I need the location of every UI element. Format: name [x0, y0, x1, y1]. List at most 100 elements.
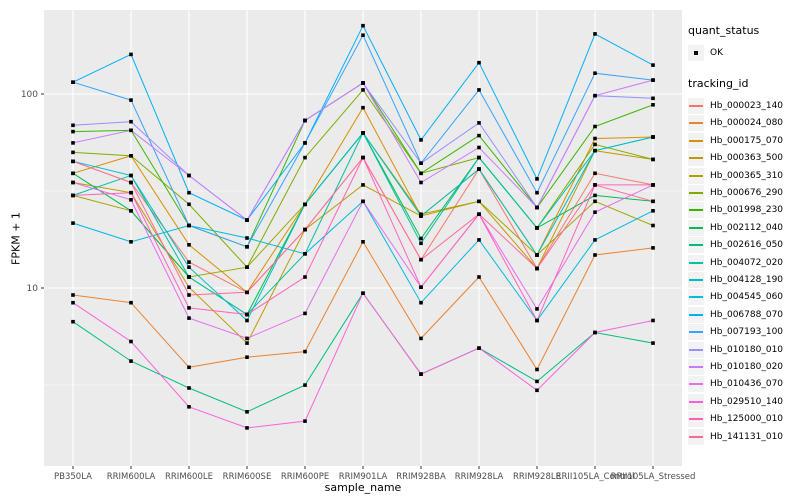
data-point [651, 78, 655, 82]
legend-item-Hb_125000_010: Hb_125000_010 [688, 410, 800, 428]
data-point [361, 155, 365, 160]
data-point [651, 135, 655, 139]
data-point [361, 183, 365, 187]
legend-key-swatch [688, 393, 704, 410]
data-point [361, 81, 365, 85]
data-point [71, 141, 75, 145]
legend-tracking-id-items: Hb_000023_140 Hb_000024_080 Hb_000175_070 H… [688, 97, 800, 445]
y-tick-label: 100 [21, 90, 38, 100]
x-tick-label: RRII105LA_Control [556, 472, 635, 482]
data-point [71, 150, 75, 155]
data-point [71, 80, 75, 84]
data-point [187, 223, 191, 228]
data-point [187, 365, 191, 370]
data-point [477, 145, 481, 150]
series-color-line-icon [689, 174, 703, 177]
data-point [303, 349, 307, 354]
legend-item-label: Hb_000023_140 [710, 101, 784, 112]
legend-item-label: Hb_006788_070 [710, 309, 784, 320]
x-tick-label: RRIM600SE [223, 472, 272, 482]
data-point [361, 88, 365, 92]
x-tick-label: RRIM928BA [396, 472, 446, 482]
data-point [419, 300, 423, 305]
data-point [419, 336, 423, 341]
data-point [245, 318, 249, 323]
series-color-line-icon [689, 157, 703, 160]
legend-key-swatch [688, 306, 704, 323]
data-point [593, 124, 597, 129]
data-point [129, 173, 133, 178]
legend-item-Hb_004545_060: Hb_004545_060 [688, 289, 800, 306]
data-point [303, 118, 307, 123]
data-point [651, 341, 655, 345]
legend-key-swatch [688, 115, 704, 132]
data-point [129, 339, 133, 344]
data-point [593, 71, 597, 75]
legend-item-Hb_007193_100: Hb_007193_100 [688, 323, 800, 341]
data-point [535, 177, 539, 181]
legend-item-Hb_000175_070: Hb_000175_070 [688, 132, 800, 149]
legend-item-Hb_002616_050: Hb_002616_050 [688, 237, 800, 254]
data-point [477, 167, 481, 171]
data-point [593, 136, 597, 141]
data-point [187, 386, 191, 390]
legend-key-swatch [688, 167, 704, 184]
data-point [187, 405, 191, 409]
data-point [129, 240, 133, 244]
data-point [419, 161, 423, 165]
legend-item-Hb_141131_010: Hb_141131_010 [688, 428, 800, 445]
data-point [651, 199, 655, 204]
data-point [129, 359, 133, 363]
data-point [187, 243, 191, 247]
legend-item-Hb_000676_290: Hb_000676_290 [688, 184, 800, 202]
data-point [361, 240, 365, 244]
legend-item-label: Hb_001998_230 [710, 205, 784, 216]
series-color-line-icon [689, 261, 703, 264]
data-point [651, 223, 655, 228]
data-point [245, 312, 249, 317]
data-point [535, 379, 539, 384]
series-color-line-icon [689, 278, 703, 281]
legend: quant_status OK tracking_id Hb_000023_14… [688, 24, 800, 445]
data-point [303, 275, 307, 279]
data-point [71, 221, 75, 225]
data-point [129, 180, 133, 185]
x-tick-label: RRIM901LA [339, 472, 388, 482]
x-axis-title: sample_name [324, 481, 402, 494]
data-point [187, 202, 191, 207]
data-point [651, 157, 655, 162]
data-point [245, 355, 249, 359]
legend-item-label: Hb_125000_010 [710, 414, 784, 425]
legend-item-Hb_000365_310: Hb_000365_310 [688, 167, 800, 184]
data-point [419, 236, 423, 241]
legend-key-swatch [688, 341, 704, 358]
data-point [303, 141, 307, 145]
data-point [361, 23, 365, 28]
legend-item-label: Hb_000175_070 [710, 135, 784, 146]
legend-item-label: Hb_000024_080 [710, 118, 784, 129]
data-point [477, 88, 481, 92]
series-color-line-icon [689, 313, 703, 316]
legend-key-swatch [688, 376, 704, 393]
legend-item-label: Hb_010436_070 [710, 379, 784, 390]
x-tick-label: RRIM600PE [281, 472, 329, 482]
data-point [361, 199, 365, 204]
data-point [129, 128, 133, 133]
data-point [419, 180, 423, 185]
legend-key-swatch [688, 237, 704, 254]
series-color-line-icon [689, 418, 703, 421]
legend-key-swatch [688, 411, 704, 428]
data-point [593, 142, 597, 147]
legend-item-Hb_010436_070: Hb_010436_070 [688, 376, 800, 393]
legend-item-Hb_006788_070: Hb_006788_070 [688, 306, 800, 323]
legend-key-swatch [688, 428, 704, 445]
series-color-line-icon [689, 348, 703, 351]
data-point [71, 180, 75, 185]
x-tick-label: RRII105LA_Stressed [611, 472, 696, 482]
legend-item-label: Hb_007193_100 [710, 327, 784, 338]
data-point [187, 306, 191, 310]
data-point [245, 218, 249, 222]
data-point [593, 330, 597, 335]
data-point [651, 209, 655, 213]
